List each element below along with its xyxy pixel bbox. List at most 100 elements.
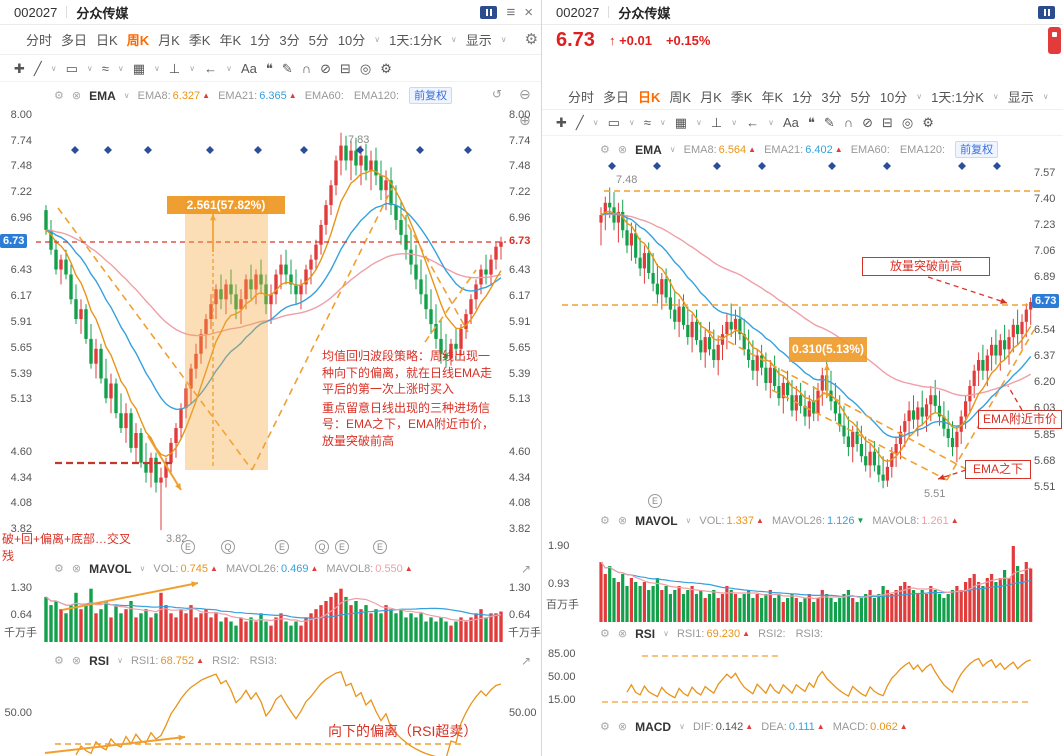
measure-tool-caret[interactable]: ∨ <box>189 63 196 73</box>
tab-年K[interactable]: 年K <box>761 90 784 105</box>
event-marker[interactable]: E <box>335 540 349 554</box>
zoom-out-icon[interactable]: ⊖ <box>519 86 531 102</box>
expand-icon[interactable]: ↗ <box>521 562 532 576</box>
pane-settings-icon[interactable]: ⚙ <box>54 563 64 575</box>
measure-box[interactable]: 0.310(5.13%) <box>789 337 867 362</box>
display-menu[interactable]: 显示 <box>465 33 492 48</box>
breakout-annotation[interactable]: 放量突破前高 <box>862 257 990 276</box>
pane-remove-icon[interactable]: ⊗ <box>617 721 628 733</box>
ema-near-price-annotation[interactable]: EMA附近市价 <box>978 410 1062 429</box>
trendline-tool-caret[interactable]: ∨ <box>50 63 57 73</box>
trendline-tool[interactable]: ╱ <box>575 115 584 130</box>
interval-caret[interactable]: ∨ <box>450 35 457 44</box>
shape-tool[interactable]: ▭ <box>65 60 78 76</box>
tab-5分[interactable]: 5分 <box>850 90 871 105</box>
wave-tool[interactable]: ≈ <box>101 60 109 76</box>
pane-settings-icon[interactable]: ⚙ <box>600 515 610 527</box>
indicator-caret[interactable]: ∨ <box>679 722 685 731</box>
measure-box[interactable]: 2.561(57.82%) <box>167 196 285 470</box>
tab-多日[interactable]: 多日 <box>603 90 630 105</box>
tab-1分[interactable]: 1分 <box>250 33 271 48</box>
display-menu[interactable]: 显示 <box>1007 90 1034 105</box>
indicator-name[interactable]: MACD <box>635 719 672 734</box>
pane-settings-icon[interactable]: ⚙ <box>600 628 610 640</box>
comment-tool[interactable]: ❝ <box>807 115 815 130</box>
event-marker[interactable]: E <box>275 540 289 554</box>
indicator-caret[interactable]: ∨ <box>663 629 669 638</box>
periods-more-caret[interactable]: ∨ <box>374 35 381 44</box>
periods-more-caret[interactable]: ∨ <box>916 92 923 101</box>
magnet-tool[interactable]: ∩ <box>843 115 854 130</box>
continuous-draw-tool[interactable]: ⊘ <box>320 60 332 76</box>
tab-3分[interactable]: 3分 <box>821 90 842 105</box>
indicator-name[interactable]: MAVOL <box>89 561 132 576</box>
indicator-name[interactable]: RSI <box>635 626 656 641</box>
undo-icon[interactable]: ↺ <box>492 87 503 101</box>
pane-remove-icon[interactable]: ⊗ <box>71 563 82 575</box>
tab-周K[interactable]: 周K <box>126 33 150 48</box>
tab-日K[interactable]: 日K <box>638 90 661 105</box>
pane-remove-icon[interactable]: ⊗ <box>617 515 628 527</box>
tab-1分[interactable]: 1分 <box>792 90 813 105</box>
pan-tool[interactable]: ✚ <box>14 60 25 76</box>
pane-remove-icon[interactable]: ⊗ <box>617 144 628 156</box>
arrow-tool-caret[interactable]: ∨ <box>768 118 774 127</box>
indicator-name[interactable]: EMA <box>89 88 116 103</box>
pane-settings-icon[interactable]: ⚙ <box>54 655 64 667</box>
text-tool[interactable]: Aa <box>240 60 257 76</box>
continuous-draw-tool[interactable]: ⊘ <box>862 115 874 130</box>
interval-selector[interactable]: 1天:1分K <box>389 33 442 48</box>
wave-tool-caret[interactable]: ∨ <box>659 118 666 127</box>
delete-drawings-tool[interactable]: ⊟ <box>340 60 351 76</box>
pane-remove-icon[interactable]: ⊗ <box>71 90 82 102</box>
shape-tool[interactable]: ▭ <box>607 115 620 130</box>
text-tool[interactable]: Aa <box>782 115 799 130</box>
tab-10分[interactable]: 10分 <box>879 90 908 105</box>
measure-tool[interactable]: ⊥ <box>168 60 181 76</box>
shape-tool-caret[interactable]: ∨ <box>628 118 635 127</box>
ema-below-annotation[interactable]: EMA之下 <box>965 460 1031 479</box>
arrow-tool[interactable]: ← <box>746 115 760 130</box>
tab-日K[interactable]: 日K <box>96 33 118 48</box>
display-caret[interactable]: ∨ <box>1042 92 1049 101</box>
link-tool[interactable]: ◎ <box>359 60 372 76</box>
chart-settings-icon[interactable]: ⚙ <box>524 31 539 48</box>
event-marker[interactable]: Q <box>221 540 235 554</box>
wave-tool[interactable]: ≈ <box>643 115 651 130</box>
menu-icon[interactable]: ≡ <box>506 3 516 21</box>
measure-tool[interactable]: ⊥ <box>710 115 723 130</box>
event-marker[interactable]: E <box>373 540 387 554</box>
measure-tool-caret[interactable]: ∨ <box>731 118 738 127</box>
interval-caret[interactable]: ∨ <box>992 92 999 101</box>
gann-tool[interactable]: ▦ <box>674 115 688 130</box>
gann-tool-caret[interactable]: ∨ <box>154 63 160 73</box>
trendline-tool-caret[interactable]: ∨ <box>592 118 599 127</box>
trendline-tool[interactable]: ╱ <box>33 60 42 76</box>
event-marker[interactable]: Q <box>315 540 329 554</box>
indicator-name[interactable]: MAVOL <box>635 513 678 528</box>
arrow-tool[interactable]: ← <box>204 60 218 76</box>
shape-tool-caret[interactable]: ∨ <box>86 63 93 73</box>
indicator-caret[interactable]: ∨ <box>685 516 692 525</box>
brush-tool[interactable]: ✎ <box>281 60 293 76</box>
display-caret[interactable]: ∨ <box>500 35 507 44</box>
alert-badge[interactable] <box>1048 27 1061 54</box>
gann-tool-caret[interactable]: ∨ <box>696 118 702 127</box>
link-tool[interactable]: ◎ <box>901 115 914 130</box>
wave-tool-caret[interactable]: ∨ <box>117 63 124 73</box>
delete-drawings-tool[interactable]: ⊟ <box>882 115 893 130</box>
interval-selector[interactable]: 1天:1分K <box>931 90 984 105</box>
gann-tool[interactable]: ▦ <box>132 60 146 76</box>
tab-多日[interactable]: 多日 <box>61 33 88 48</box>
drawing-settings-icon[interactable]: ⚙ <box>922 115 934 130</box>
expand-icon[interactable]: ↗ <box>521 654 532 668</box>
adjust-mode-button[interactable]: 前复权 <box>409 87 453 104</box>
adjust-mode-button[interactable]: 前复权 <box>955 141 999 158</box>
tab-年K[interactable]: 年K <box>219 33 242 48</box>
indicator-caret[interactable]: ∨ <box>139 564 146 573</box>
indicator-name[interactable]: RSI <box>89 653 110 668</box>
magnet-tool[interactable]: ∩ <box>301 60 312 76</box>
tab-季K[interactable]: 季K <box>730 90 753 105</box>
tab-季K[interactable]: 季K <box>188 33 211 48</box>
comment-tool[interactable]: ❝ <box>265 60 273 76</box>
